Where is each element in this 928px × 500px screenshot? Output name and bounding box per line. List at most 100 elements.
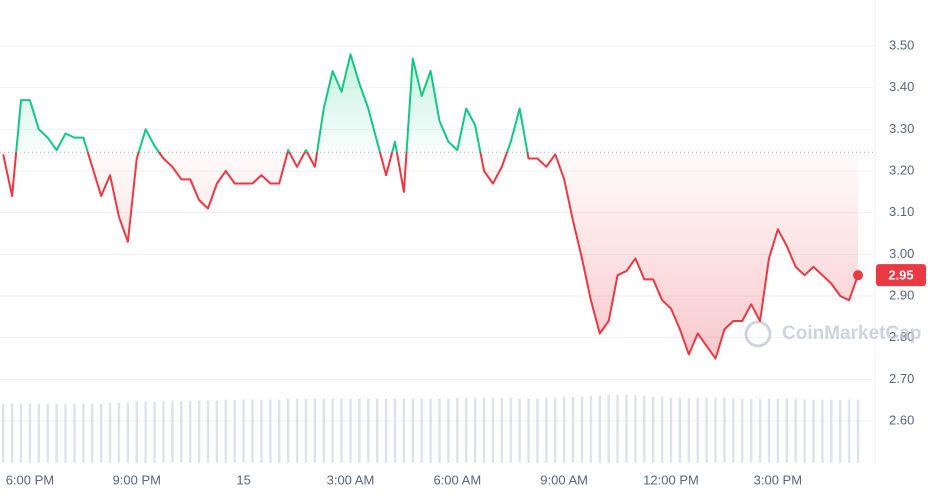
volume-bar [171,400,174,463]
volume-bar [55,403,58,463]
volume-bar [634,394,637,463]
volume-bar [402,398,406,463]
y-tick-label: 3.10 [889,204,914,219]
volume-bar [589,395,593,463]
volume-bar [278,399,281,463]
volume-bar [206,400,210,463]
volume-bar [465,397,468,463]
volume-bar [367,398,370,463]
volume-bar [500,397,504,463]
volume-bar [242,399,245,463]
volume-bar [678,397,682,463]
volume-bar [304,398,308,463]
y-tick-label: 2.80 [889,329,914,344]
volume-bar [696,397,699,463]
volume-bar [491,397,495,463]
volume-bar [794,398,797,463]
y-tick-label: 2.60 [889,412,914,427]
volume-bar [64,403,67,463]
watermark: CoinMarketCap [782,323,921,344]
volume-bar [821,399,824,463]
volume-bar [536,398,539,463]
volume-bar [331,398,334,463]
x-tick-label: 6:00 AM [433,472,481,487]
volume-bar [776,398,780,463]
volume-bar [295,398,299,463]
volume-bar [162,400,165,463]
volume-bar [562,396,566,463]
last-point [853,270,863,281]
volume-bar [509,397,512,463]
volume-bar [767,398,771,463]
volume-bar [554,397,557,463]
volume-bar [518,398,521,463]
volume-bar [660,396,664,463]
volume-bar [340,398,343,463]
x-tick-label: 6:00 PM [6,472,54,487]
volume-bar [46,403,49,463]
volume-bar [812,399,815,463]
volume-bar [117,402,121,463]
volume-bar [545,397,548,463]
y-tick-label: 3.00 [889,246,914,261]
volume-bar [10,403,14,463]
volume-bar [482,397,486,463]
area-fill [3,54,858,359]
volume-bar [749,398,753,463]
volume-bar [384,398,388,463]
volume-bar [393,398,397,463]
volume-bar [91,403,94,463]
volume-bar [527,398,530,463]
volume-bar [108,402,112,463]
volume-bar [456,397,459,463]
volume-bar [785,398,788,463]
volume-bar [803,399,806,463]
y-tick-label: 3.20 [889,162,914,177]
x-tick-label: 9:00 AM [540,472,588,487]
volume-bar [856,399,860,463]
volume-bar [269,399,272,463]
volume-bar [616,394,619,463]
volume-bar [286,398,290,463]
volume-bar [197,400,201,463]
price-tag [876,264,926,287]
volume-bar [153,401,156,463]
volume-bar [2,403,5,463]
price-tag-label: 2.95 [888,268,913,283]
volume-bar [732,398,735,463]
volume-bar [180,400,183,463]
volume-bar [758,398,762,463]
volume-bar [652,396,655,463]
volume-bar [598,395,601,463]
volume-bar [838,399,842,463]
y-tick-label: 3.40 [889,79,914,94]
x-tick-label: 15 [236,472,250,487]
y-tick-label: 2.90 [889,287,914,302]
y-tick-label: 2.70 [889,371,914,386]
volume-bar [358,398,361,463]
x-tick-label: 3:00 AM [327,472,375,487]
y-tick-label: 3.50 [889,37,914,52]
volume-bar [830,399,833,463]
volume-bar [260,399,263,463]
volume-bar [847,399,851,463]
x-tick-label: 9:00 PM [113,472,161,487]
volume-bar [687,397,691,463]
volume-bar [19,403,23,463]
x-tick-label: 12:00 PM [643,472,699,487]
volume-bar [126,402,130,463]
volume-bar [37,403,41,463]
volume-bar [99,403,103,463]
volume-bar [215,400,219,463]
volume-bar [625,394,628,463]
watermark-logo [744,320,772,348]
volume-bar [251,399,254,463]
volume-bar [643,395,646,463]
volume-bar [224,399,228,463]
volume-bar [82,403,85,463]
volume-bar [144,401,147,463]
volume-bar [714,397,717,463]
volume-bar [233,399,236,463]
